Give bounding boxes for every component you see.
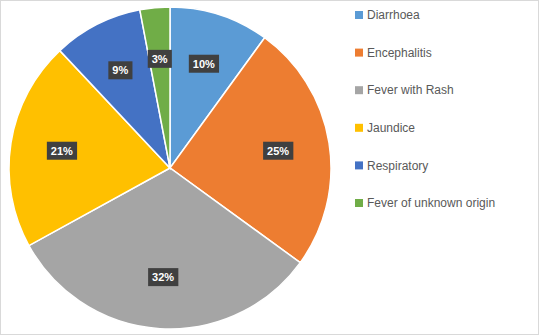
- legend: Diarrhoea Encephalitis Fever with Rash Jaun…: [355, 8, 495, 210]
- legend-swatch: [355, 161, 363, 169]
- data-label: 32%: [152, 271, 174, 283]
- data-label: 21%: [51, 145, 73, 157]
- legend-label: Respiratory: [367, 159, 428, 173]
- data-label-box: [47, 142, 77, 160]
- legend-label: Encephalitis: [367, 46, 432, 60]
- data-label: 25%: [267, 145, 289, 157]
- data-labels: 10% 25% 32% 21% 9% 3%: [47, 50, 293, 286]
- legend-label: Fever of unknown origin: [367, 196, 495, 210]
- legend-label: Jaundice: [367, 121, 415, 135]
- data-label-box: [148, 268, 178, 286]
- legend-label: Fever with Rash: [367, 83, 454, 97]
- data-label-box: [189, 55, 219, 73]
- legend-swatch: [355, 86, 363, 94]
- data-label: 3%: [152, 53, 168, 65]
- data-label-box: [148, 50, 172, 68]
- legend-label: Diarrhoea: [367, 8, 420, 22]
- legend-swatch: [355, 124, 363, 132]
- background: [1, 1, 539, 335]
- data-label-group: 10%: [189, 55, 219, 73]
- slice: [140, 7, 170, 168]
- data-label-group: 25%: [263, 142, 293, 160]
- pie: [9, 7, 331, 329]
- data-label-group: 32%: [148, 268, 178, 286]
- data-label-group: 9%: [108, 61, 132, 79]
- data-label: 9%: [112, 64, 128, 76]
- legend-swatch: [355, 11, 363, 19]
- data-label-box: [108, 61, 132, 79]
- data-label-box: [263, 142, 293, 160]
- legend-swatch: [355, 49, 363, 57]
- data-label-group: 3%: [148, 50, 172, 68]
- data-label-group: 21%: [47, 142, 77, 160]
- data-label: 10%: [193, 58, 215, 70]
- legend-swatch: [355, 199, 363, 207]
